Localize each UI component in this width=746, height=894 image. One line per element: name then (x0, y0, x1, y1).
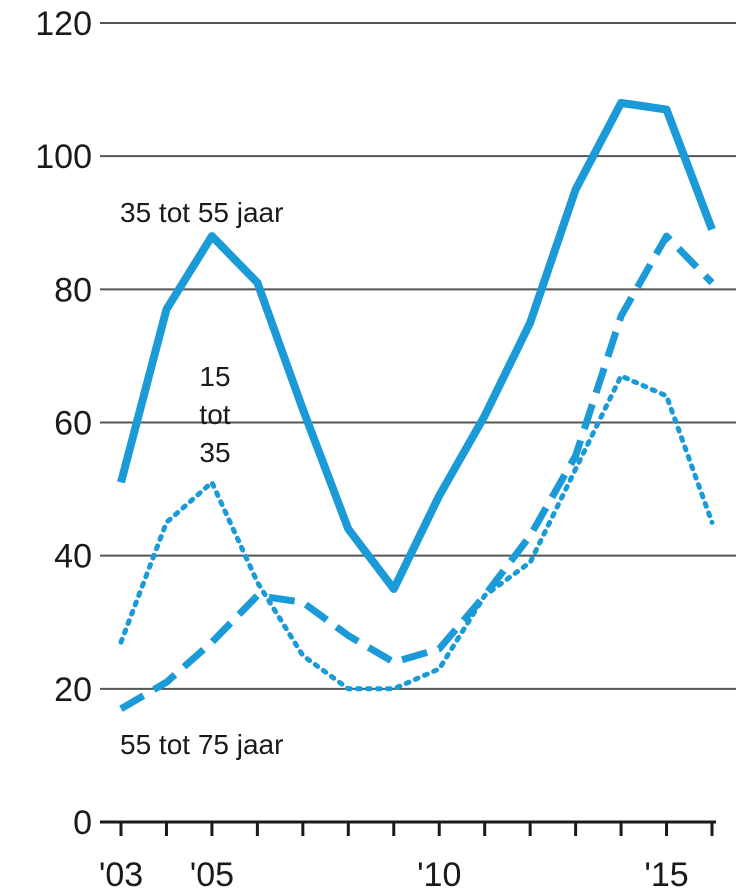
y-tick-label: 120 (35, 5, 92, 43)
series-line-dashed (121, 236, 712, 709)
y-tick-label: 80 (54, 271, 92, 309)
y-tick-label: 40 (54, 538, 92, 576)
y-tick-label: 0 (73, 804, 92, 842)
x-tick-label: '15 (644, 856, 688, 894)
x-tick-label: '10 (417, 856, 461, 894)
series-label: 35 tot 55 jaar (120, 197, 283, 228)
y-axis-tick-labels: 0 20 40 60 80 100 120 (35, 5, 92, 842)
y-tick-label: 100 (35, 138, 92, 176)
series-label: tot (199, 399, 230, 430)
y-tick-label: 20 (54, 671, 92, 709)
grid-lines (100, 23, 736, 689)
series-label: 15 (199, 361, 230, 392)
x-tick-label: '05 (190, 856, 234, 894)
series-label: 55 tot 75 jaar (120, 729, 283, 760)
series-line-solid (121, 103, 712, 589)
x-axis: '03 '05 '10 '15 (99, 822, 716, 894)
series-label: 35 (199, 437, 230, 468)
x-tick-label: '03 (99, 856, 143, 894)
y-tick-label: 60 (54, 405, 92, 443)
